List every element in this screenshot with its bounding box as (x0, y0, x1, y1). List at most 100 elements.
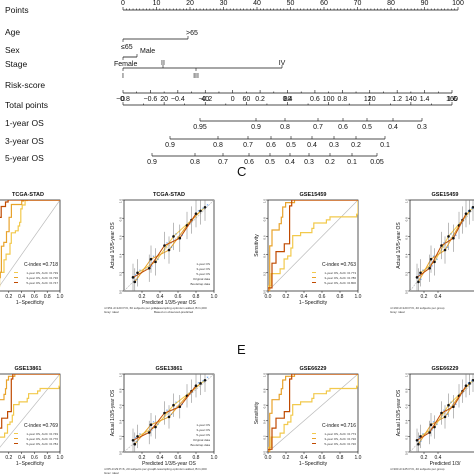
points-tick-label: 60 (320, 0, 328, 7)
x-axis-label: Predicted 1/3/ (430, 461, 461, 467)
y-tick-label: 0.6 (119, 404, 123, 409)
points-tick-label: 10 (153, 0, 161, 7)
ideal-line (0, 374, 60, 448)
legend-entry: 1-year OS, AUC =0.773 (324, 432, 356, 436)
y-tick-label: 0.6 (405, 404, 409, 409)
bootstrap-marker: × (207, 203, 209, 207)
x-tick-label: 0.8 (44, 455, 51, 461)
x-tick-label: 0.6 (31, 294, 38, 300)
bootstrap-marker: × (175, 401, 177, 405)
x-tick-label: 0.8 (337, 294, 344, 300)
roc-curve-one-year (268, 374, 358, 452)
x-axis-label: 1−Specificity (16, 300, 45, 306)
bootstrap-marker: × (447, 412, 449, 416)
bootstrap-marker: × (419, 273, 421, 277)
total-points-tick-label: 60 (242, 96, 250, 103)
points-tick-label: 50 (287, 0, 295, 7)
original-point (133, 280, 137, 284)
x-tick-label: 0.2 (5, 294, 12, 300)
x-tick-label: 0.2 (5, 455, 12, 461)
y-tick-label: 0.8 (119, 388, 123, 393)
y-tick-label: 1.0 (405, 373, 409, 378)
legend-entry: 5-year OS, AUC =0.784 (26, 442, 58, 446)
panel-plot-area: ××××××××××××××× (124, 200, 214, 291)
x-axis-label: 1−Specificity (299, 461, 328, 467)
bootstrap-marker: × (175, 232, 177, 236)
y-tick-label: 0.6 (405, 235, 409, 240)
risk-tick-label: −0.8 (116, 96, 130, 103)
original-point (464, 212, 468, 215)
bootstrap-marker: × (207, 376, 209, 380)
legend-entry: 1-year OS, AUC =0.773 (324, 271, 356, 275)
legend-entry: Bootstrap data (190, 443, 210, 447)
panel-plot-area: ××××××××××××××× (410, 374, 474, 452)
y-tick-label: 1.0 (263, 373, 267, 378)
x-tick-label: 0.2 (283, 294, 290, 300)
model-panels: TCGA-STAD C-index =0.718 1-year OS, AUC =0… (0, 192, 474, 474)
os3-tick-label: 0.3 (329, 142, 339, 149)
cindex-label: C-index =0.763 (322, 262, 356, 268)
bootstrap-marker: × (135, 436, 137, 440)
nomogram-row-label: Risk-score (5, 80, 45, 90)
nomogram-row-label: Sex (5, 45, 20, 55)
total-points-tick-label: 100 (323, 96, 335, 103)
original-point (194, 212, 198, 215)
y-tick-label: 0.2 (119, 435, 123, 440)
original-point (443, 248, 447, 252)
y-tick-label: 0.2 (263, 271, 267, 276)
original-point (471, 205, 474, 209)
points-tick-label: 30 (220, 0, 228, 7)
footnote: n=300 d=125 P=6, 40 subjects per group (390, 467, 445, 471)
legend-entry: 3-year OS, AUC =0.720 (324, 437, 356, 441)
legend-entry: 3-year OS (196, 267, 210, 271)
original-point (199, 382, 202, 385)
original-point (429, 257, 433, 261)
original-point (154, 425, 157, 429)
os3-tick-label: 0.8 (213, 142, 223, 149)
y-axis-label: Actual 1/3/5-year OS (110, 222, 116, 269)
panel-roc-tcga: TCGA-STAD C-index =0.718 1-year OS, AUC =0… (0, 192, 64, 306)
y-tick-label: 0.0 (119, 451, 123, 456)
x-tick-label: 1.0 (211, 455, 218, 461)
total-points-tick-label: 80 (284, 96, 292, 103)
os5-tick-label: 0.4 (285, 159, 295, 166)
os3-tick-label: 0.6 (266, 142, 276, 149)
roc-curve-one-year (0, 374, 60, 438)
original-point (440, 244, 443, 247)
bootstrap-marker: × (450, 232, 452, 236)
stage-tick-label: III (193, 73, 199, 80)
os1-tick-label: 0.8 (280, 124, 290, 131)
y-tick-label: 0.4 (263, 253, 267, 258)
original-point (471, 378, 474, 382)
original-point (131, 439, 135, 442)
stage-tick-label: II (161, 60, 165, 67)
y-tick-label: 0.4 (119, 419, 123, 424)
legend-entry: 5-year OS, AUC =0.800 (324, 281, 356, 285)
bootstrap-marker: × (433, 420, 435, 424)
panel-title: GSE66229 (300, 366, 327, 372)
footnote: Gray: ideal (104, 310, 119, 314)
original-point (417, 442, 420, 446)
os1-tick-label: 0.5 (362, 124, 372, 131)
original-point (428, 266, 431, 270)
roc-curve-one-year (268, 200, 358, 291)
bootstrap-marker: × (153, 255, 155, 259)
original-point (133, 442, 137, 446)
bootstrap-marker: × (181, 402, 183, 406)
x-tick-label: 0.6 (31, 455, 38, 461)
original-point (167, 415, 171, 419)
y-tick-label: 0.8 (263, 217, 267, 222)
original-point (163, 411, 166, 415)
x-tick-label: 0.8 (193, 455, 200, 461)
os3-tick-label: 0.1 (380, 142, 390, 149)
bootstrap-marker: × (436, 257, 438, 261)
footnote: Gray: ideal (104, 471, 119, 474)
y-tick-label: 0.0 (405, 290, 409, 295)
os5-tick-label: 0.1 (347, 159, 357, 166)
y-tick-label: 0.4 (405, 419, 409, 424)
y-tick-label: 0.0 (263, 451, 267, 456)
bootstrap-marker: × (420, 440, 422, 444)
nomogram-row-label: 1-year OS (5, 118, 44, 128)
os3-tick-label: 0.7 (243, 142, 253, 149)
total-points-tick-label: 20 (160, 96, 168, 103)
